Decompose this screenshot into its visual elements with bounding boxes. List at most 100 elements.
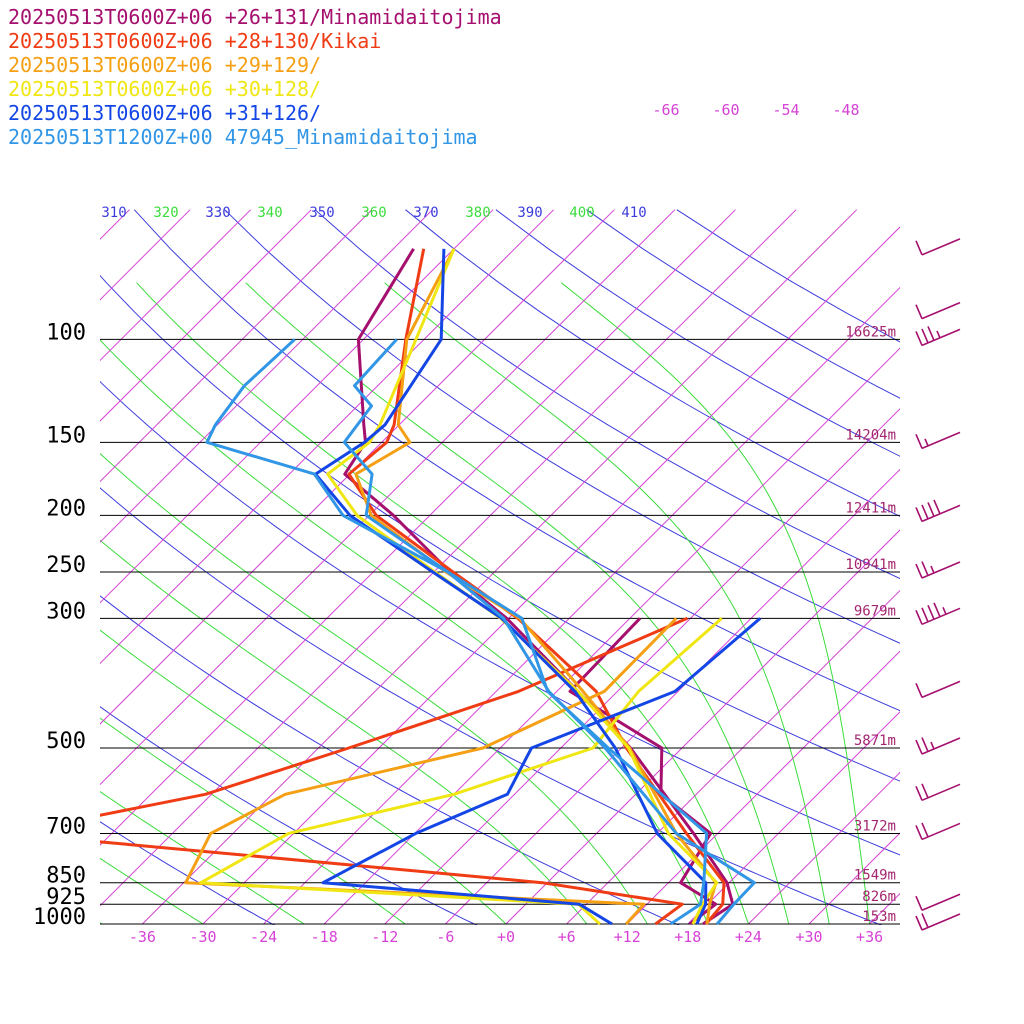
wind-barb-flag: [915, 683, 923, 698]
isotherm-line: [748, 771, 900, 925]
isotherm-line: [100, 209, 312, 422]
isotherm-line: [566, 589, 900, 925]
isotherm-line: [626, 650, 900, 925]
isotherm-line: [384, 408, 900, 925]
dry-adiabat-line: [100, 821, 276, 925]
pressure-label: 700: [46, 814, 86, 839]
pressure-label: 500: [46, 729, 86, 754]
dewpoint-profile: [199, 617, 723, 925]
dewpoint-profile: [321, 617, 762, 925]
wind-barb-flag: [915, 895, 923, 911]
wind-barb: [915, 238, 961, 256]
height-label: 1549m: [854, 868, 896, 884]
dry-adiabat-line: [100, 595, 680, 925]
pressure-label: 100: [46, 320, 86, 345]
moist-adiabat-line: [100, 717, 406, 925]
temperature-tick: -12: [371, 928, 398, 946]
pressure-label: 300: [46, 599, 86, 624]
dry-adiabat-line: [100, 274, 900, 782]
temperature-tick: +24: [735, 928, 762, 946]
temperature-profile: [343, 248, 735, 925]
wind-barb-flag: [921, 504, 929, 520]
height-label: 9679m: [854, 603, 896, 619]
isotherm-line: [100, 209, 433, 543]
isotherm-line: [142, 209, 858, 925]
isotherm-line: [100, 209, 736, 846]
isotherm-line: [991, 210, 1024, 924]
wind-barb: [915, 680, 961, 699]
wind-barb: [915, 893, 961, 911]
dry-adiabat-line: [676, 209, 900, 343]
legend-entry: 20250513T0600Z+06 +30+128/: [8, 77, 322, 101]
dry-adiabat-line: [133, 209, 900, 712]
theta-label: 410: [621, 205, 646, 221]
isotherm-line: [687, 711, 900, 925]
wind-barb-half-flag: [930, 741, 935, 750]
moist-adiabat-line: [245, 282, 790, 925]
dry-adiabat-line: [405, 209, 900, 517]
wind-barb-flag: [915, 739, 923, 755]
wind-barb-flag: [915, 331, 923, 346]
legend-entry: 20250513T0600Z+06 +26+131/Minamidaitojim…: [8, 5, 502, 29]
wind-barb-flag: [927, 326, 935, 341]
temperature-profile: [314, 248, 708, 925]
moist-adiabat-line: [100, 539, 588, 925]
moist-adiabat-line: [384, 282, 830, 925]
moist-adiabat-line: [100, 629, 507, 925]
wind-barb: [915, 499, 961, 523]
theta-label: 400: [569, 205, 594, 221]
profiles: [100, 248, 762, 925]
moist-adiabats: [100, 282, 871, 925]
pressure-label: 1000: [33, 905, 86, 930]
dewpoint-profile: [205, 338, 709, 925]
wind-barb-flag: [915, 610, 923, 625]
height-label: 826m: [862, 889, 896, 905]
temperature-tick: +12: [614, 928, 641, 946]
temperature-tick: +36: [856, 928, 883, 946]
wind-barbs: [915, 238, 961, 931]
isotherm-line: [100, 209, 252, 362]
wind-barb-flag: [915, 785, 923, 801]
isotherm-line: [263, 286, 900, 925]
pressure-label: 925: [46, 885, 86, 910]
moist-adiabat-line: [100, 339, 709, 925]
wind-barb-flag: [921, 561, 929, 576]
isotherm-line: [100, 209, 191, 301]
mixing-ratio-label: -66: [652, 101, 679, 119]
legend-entry: 20250513T0600Z+06 +29+129/: [8, 53, 322, 77]
dewpoint-profile: [184, 617, 678, 925]
wind-barb-flag: [927, 605, 935, 620]
wind-barb-half-flag: [936, 330, 941, 339]
mixing-ratio-label: -60: [712, 101, 739, 119]
isotherm-line: [323, 347, 900, 925]
wind-barb: [915, 602, 961, 626]
theta-labels: 310 320 330 340 350 360 370 380 390 400 410: [101, 205, 646, 221]
temperature-profile: [342, 338, 756, 925]
wind-barb-staff: [921, 680, 961, 699]
temperature-tick: +0: [497, 928, 515, 946]
isotherm-line: [100, 209, 373, 483]
theta-label: 380: [465, 205, 490, 221]
dry-adiabat-line: [314, 209, 900, 580]
wind-barb-flag: [915, 304, 923, 319]
wind-barb-flag: [933, 499, 941, 515]
legend: 20250513T0600Z+06 +26+131/Minamidaitojim…: [8, 5, 502, 149]
temperature-tick: -36: [129, 928, 156, 946]
dry-adiabat-line: [495, 209, 900, 457]
wind-barb-flag: [921, 328, 929, 344]
wind-barb-flag: [921, 822, 929, 838]
pressure-label: 850: [46, 864, 86, 889]
wind-barb-flag: [915, 563, 923, 579]
theta-label: 320: [153, 205, 178, 221]
height-label: 16625m: [845, 324, 896, 340]
legend-entry: 20250513T0600Z+06 +28+130/Kikai: [8, 29, 382, 53]
temperature-tick: -30: [189, 928, 216, 946]
moist-adiabat-line: [560, 282, 871, 925]
temperature-tick: -24: [250, 928, 277, 946]
wind-barb-flag: [921, 913, 929, 928]
height-labels: 16625m 14204m 12411m 10941m 9679m 5871m 3172m 1…: [845, 324, 896, 925]
wind-barb-flag: [921, 737, 929, 752]
wind-barb-flag: [927, 502, 935, 517]
temperature-tick: +18: [674, 928, 701, 946]
